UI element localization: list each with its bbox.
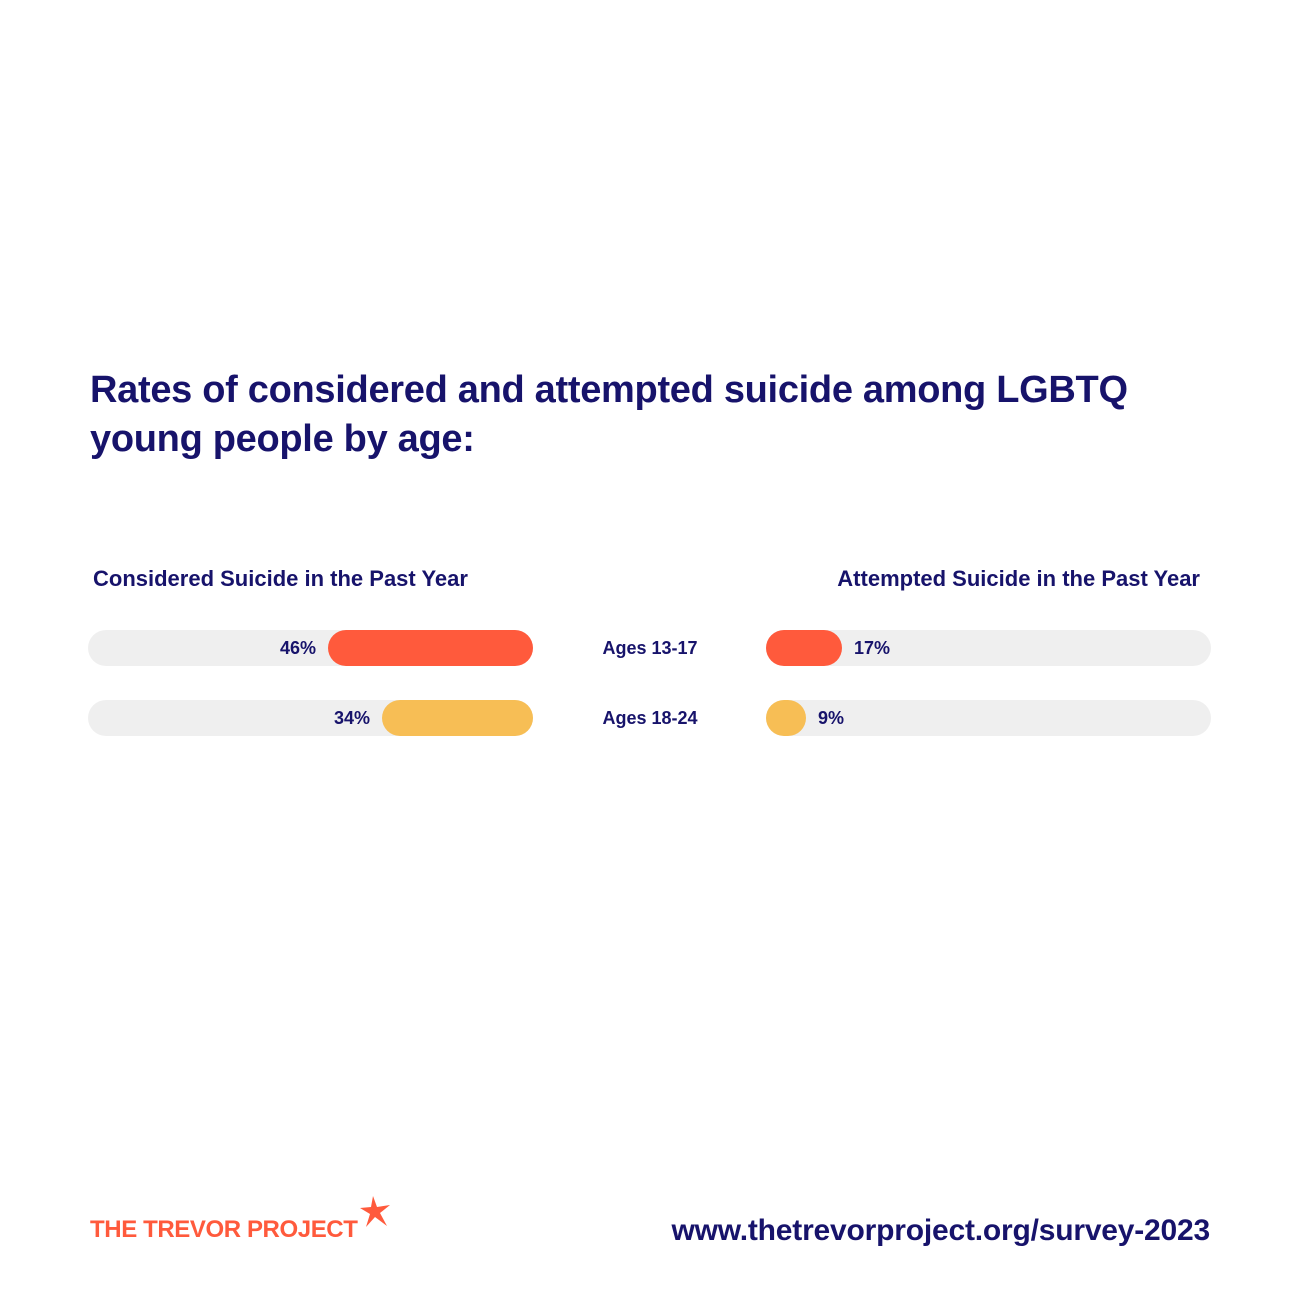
attempted-value-ages-18-24: 9%	[818, 708, 845, 728]
attempted-track-ages-18-24: 9%	[766, 700, 1211, 736]
considered-bar-ages-13-17	[328, 630, 533, 666]
considered-bar-ages-18-24	[382, 700, 533, 736]
star-icon	[360, 1196, 390, 1227]
considered-value-ages-18-24: 34%	[333, 708, 370, 728]
brand-name: THE TREVOR PROJECT	[90, 1216, 358, 1243]
category-label-ages-18-24: Ages 18-24	[602, 708, 698, 728]
attempted-panel-title: Attempted Suicide in the Past Year	[837, 566, 1200, 591]
attempted-bar-ages-18-24	[766, 700, 806, 736]
trevor-project-logo: THE TREVOR PROJECT	[90, 1196, 400, 1248]
considered-track-ages-13-17: 46%	[88, 630, 533, 666]
considered-panel-title: Considered Suicide in the Past Year	[93, 566, 468, 591]
attempted-track-ages-13-17: 17%	[766, 630, 1211, 666]
attempted-value-ages-13-17: 17%	[854, 638, 891, 658]
attempted-bar-ages-13-17	[766, 630, 842, 666]
survey-url: www.thetrevorproject.org/survey-2023	[671, 1214, 1210, 1247]
category-label-ages-13-17: Ages 13-17	[602, 638, 698, 658]
considered-value-ages-13-17: 46%	[279, 638, 316, 658]
chart-title: Rates of considered and attempted suicid…	[90, 369, 1128, 460]
considered-track-ages-18-24: 34%	[88, 700, 533, 736]
